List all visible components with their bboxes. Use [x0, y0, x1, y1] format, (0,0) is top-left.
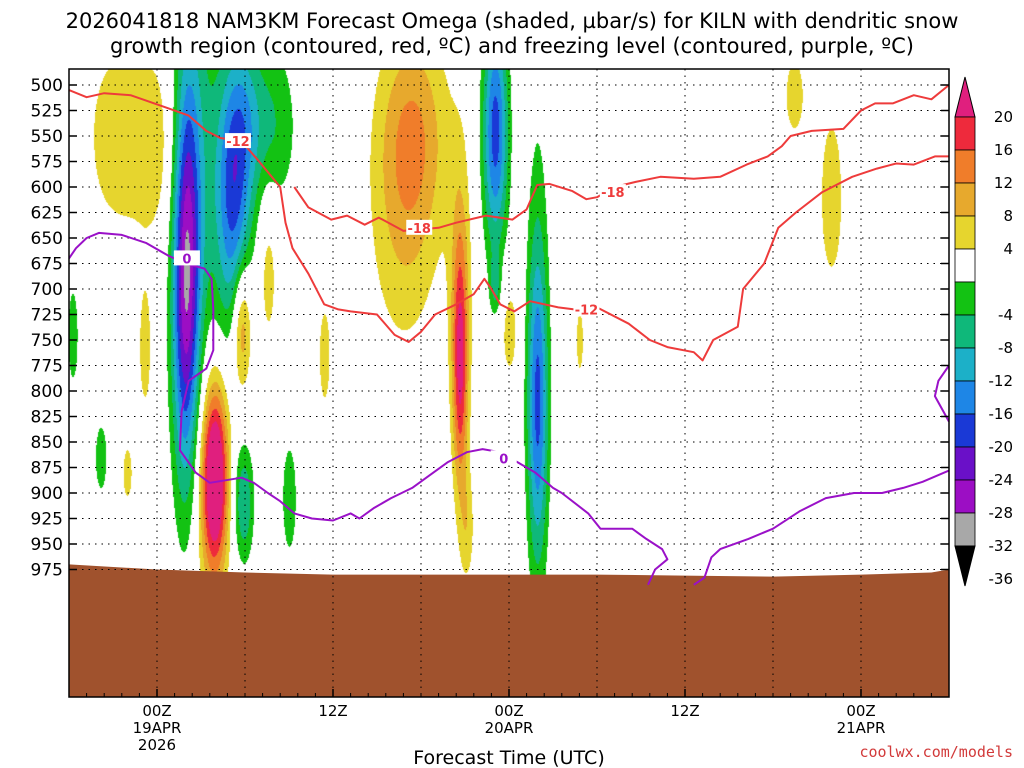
chart-title-line-2: growth region (contoured, red, ºC) and f… — [110, 34, 914, 58]
colorbar-bin-9 — [954, 413, 976, 448]
y-tick-label-875: 875 — [31, 459, 63, 479]
dgz-label-0-bg — [224, 133, 251, 149]
dgz-label-1: -18 — [407, 222, 431, 237]
colorbar-bin-5 — [954, 281, 976, 316]
y-tick-label-725: 725 — [31, 306, 63, 326]
dgz-label-extra-bg — [599, 184, 626, 200]
x-tick-label-0-2: 2026 — [138, 736, 176, 754]
x-tick-label-30-0: 12Z — [670, 702, 699, 720]
x-tick-label-0-0: 00Z — [142, 702, 171, 720]
y-tick-label-925: 925 — [31, 510, 63, 530]
y-tick-label-575: 575 — [31, 153, 63, 173]
colorbar-label-5: -4 — [998, 306, 1013, 324]
contour-layer: -12 -18 -18 -12 0 0 — [69, 84, 949, 586]
colorbar-bin-3 — [954, 215, 976, 250]
dgz-label-1-bg — [406, 219, 433, 235]
y-tick-label-825: 825 — [31, 408, 63, 428]
colorbar-bin-8 — [954, 380, 976, 415]
colorbar-bin-0 — [954, 116, 976, 151]
freezing-label-0: 0 — [182, 252, 191, 267]
dgz-label-second: -12 — [575, 303, 599, 318]
y-tick-label-675: 675 — [31, 255, 63, 275]
y-tick-label-650: 650 — [31, 229, 63, 249]
chart-title-line-1: 2026041818 NAM3KM Forecast Omega (shaded… — [66, 9, 959, 33]
y-tick-label-625: 625 — [31, 204, 63, 224]
freezing-contour-edge — [933, 364, 949, 423]
colorbar-top-arrow — [954, 76, 976, 118]
colorbar: 20 16 12 8 4 -4 -8 -12 -16 -20 -24 -28 -32 -36 — [954, 76, 1014, 588]
colorbar-bin-4 — [954, 248, 976, 283]
colorbar-bin-7 — [954, 347, 976, 382]
colorbar-label-3: 8 — [1003, 207, 1013, 225]
y-tick-label-600: 600 — [31, 178, 63, 198]
colorbar-label-6: -8 — [998, 339, 1013, 357]
colorbar-bin-10 — [954, 446, 976, 481]
x-tick-label-20-1: 20APR — [485, 719, 534, 737]
colorbar-label-10: -24 — [989, 471, 1014, 489]
y-tick-label-950: 950 — [31, 535, 63, 555]
freezing-contour-1 — [693, 469, 949, 586]
ground-surface — [69, 564, 949, 697]
colorbar-bin-2 — [954, 182, 976, 217]
dgz-label-extra: -18 — [601, 186, 625, 201]
ground-layer — [69, 564, 949, 697]
colorbar-label-2: 12 — [994, 174, 1013, 192]
x-tick-label-0-1: 19APR — [133, 719, 182, 737]
freezing-label-1: 0 — [499, 452, 508, 467]
y-tick-label-850: 850 — [31, 433, 63, 453]
credit-text: coolwx.com/models — [859, 743, 1013, 761]
colorbar-label-13: -36 — [989, 570, 1014, 588]
colorbar-bin-11 — [954, 479, 976, 514]
colorbar-label-0: 20 — [994, 108, 1013, 126]
y-tick-label-525: 525 — [31, 102, 63, 122]
dgz-label-0: -12 — [226, 135, 250, 150]
y-tick-label-500: 500 — [31, 76, 63, 96]
y-tick-label-900: 900 — [31, 484, 63, 504]
y-tick-label-550: 550 — [31, 127, 63, 147]
dgz-label-second-bg — [573, 301, 600, 317]
colorbar-bin-6 — [954, 314, 976, 349]
y-tick-label-750: 750 — [31, 331, 63, 351]
y-tick-label-775: 775 — [31, 357, 63, 377]
x-tick-label-20-0: 00Z — [494, 702, 523, 720]
freezing-label-1-bg — [490, 450, 517, 466]
colorbar-label-7: -12 — [989, 372, 1014, 390]
y-tick-label-975: 975 — [31, 561, 63, 581]
freezing-label-0-bg — [173, 250, 200, 266]
colorbar-label-8: -16 — [989, 405, 1014, 423]
x-tick-label-40-1: 21APR — [837, 719, 886, 737]
colorbar-label-11: -28 — [989, 504, 1014, 522]
x-tick-label-40-0: 00Z — [846, 702, 875, 720]
x-tick-label-10-0: 12Z — [318, 702, 347, 720]
x-axis-title: Forecast Time (UTC) — [413, 747, 604, 768]
colorbar-bin-1 — [954, 149, 976, 184]
colorbar-label-1: 16 — [994, 141, 1013, 159]
y-tick-label-800: 800 — [31, 382, 63, 402]
colorbar-label-4: 4 — [1003, 240, 1013, 258]
freezing-contour-0 — [69, 231, 669, 586]
colorbar-label-9: -20 — [989, 438, 1014, 456]
colorbar-bin-12 — [954, 512, 976, 547]
y-axis: 500 525 550 575 600 625 650 675 700 725 750 775 800 8… — [31, 76, 949, 581]
y-tick-label-700: 700 — [31, 280, 63, 300]
colorbar-label-12: -32 — [989, 537, 1014, 555]
colorbar-bottom-arrow — [954, 545, 976, 587]
